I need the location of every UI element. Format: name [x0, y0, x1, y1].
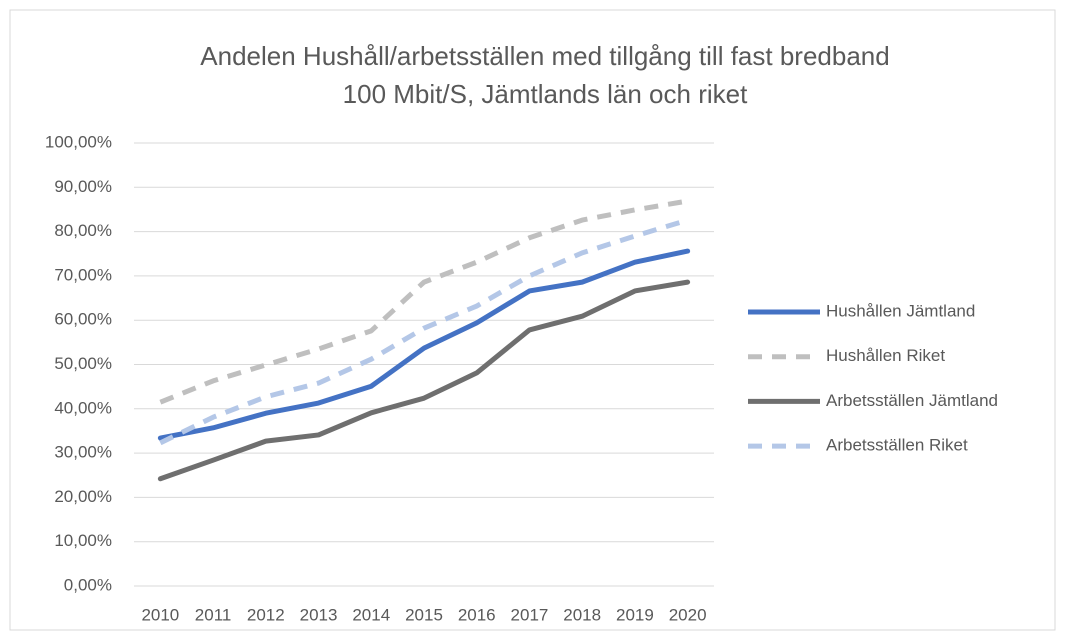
y-tick-label: 90,00% [54, 177, 112, 196]
y-tick-label: 80,00% [54, 221, 112, 240]
y-tick-label: 0,00% [64, 575, 112, 594]
x-tick-label: 2016 [458, 605, 496, 624]
series-line [159, 198, 689, 405]
series-line [157, 248, 691, 441]
x-tick-label: 2014 [352, 605, 390, 624]
legend-label: Hushållen Jämtland [826, 301, 975, 320]
series-line [157, 279, 691, 482]
chart-subtitle: 100 Mbit/S, Jämtlands län och riket [343, 79, 748, 109]
x-tick-label: 2011 [195, 605, 232, 624]
x-tick-label: 2012 [247, 605, 285, 624]
x-tick-label: 2019 [616, 605, 654, 624]
x-tick-label: 2020 [669, 605, 707, 624]
y-tick-label: 30,00% [54, 443, 112, 462]
x-tick-label: 2010 [141, 605, 179, 624]
y-tick-label: 50,00% [54, 354, 112, 373]
legend-label: Arbetsställen Jämtland [826, 391, 998, 410]
legend-label: Arbetsställen Riket [826, 436, 968, 455]
legend-label: Hushållen Riket [826, 346, 945, 365]
y-tick-label: 100,00% [45, 132, 112, 151]
x-tick-label: 2013 [300, 605, 338, 624]
y-tick-label: 60,00% [54, 310, 112, 329]
series-line [159, 217, 689, 446]
x-tick-label: 2018 [563, 605, 601, 624]
y-tick-label: 10,00% [54, 531, 112, 550]
y-tick-label: 40,00% [54, 398, 112, 417]
chart-title: Andelen Hushåll/arbetsställen med tillgå… [200, 41, 889, 71]
x-tick-label: 2017 [511, 605, 549, 624]
x-tick-label: 2015 [405, 605, 443, 624]
y-tick-label: 20,00% [54, 487, 112, 506]
y-tick-label: 70,00% [54, 265, 112, 284]
